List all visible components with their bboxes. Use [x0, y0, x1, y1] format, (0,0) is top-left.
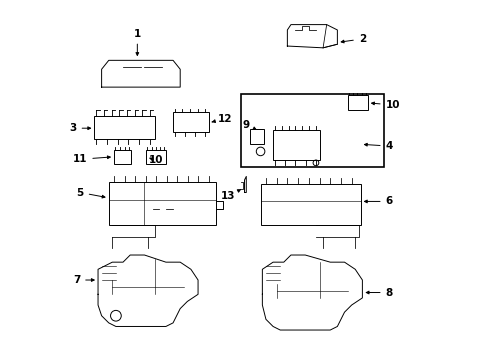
Text: 13: 13	[221, 189, 241, 201]
Text: 10: 10	[148, 156, 163, 165]
Text: 6: 6	[364, 197, 392, 206]
Bar	[114, 150, 131, 164]
Text: 11: 11	[73, 154, 110, 164]
Text: 3: 3	[69, 123, 90, 133]
Bar	[249, 129, 264, 144]
Bar	[108, 182, 216, 225]
Bar	[173, 112, 208, 132]
Bar	[146, 150, 165, 164]
Bar	[347, 95, 367, 111]
Text: 10: 10	[371, 100, 399, 110]
Text: 9: 9	[242, 120, 256, 130]
Text: 7: 7	[73, 275, 94, 285]
Text: 8: 8	[366, 288, 392, 297]
Bar	[272, 130, 319, 160]
Text: 4: 4	[364, 141, 392, 151]
Bar	[260, 184, 360, 225]
Text: 1: 1	[133, 28, 141, 55]
Text: 2: 2	[341, 34, 366, 44]
Text: 5: 5	[76, 188, 105, 198]
Text: 12: 12	[212, 113, 232, 123]
Bar	[241, 94, 383, 167]
Bar	[94, 116, 155, 139]
